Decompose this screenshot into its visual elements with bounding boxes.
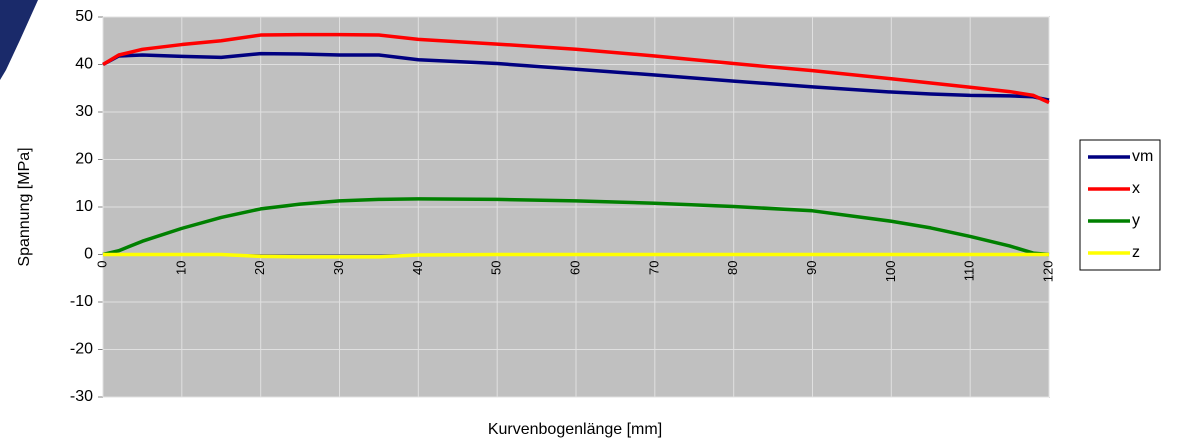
x-tick-label: 10 <box>173 261 188 275</box>
x-tick-label: 120 <box>1040 261 1055 283</box>
x-tick-label: 30 <box>331 261 346 275</box>
x-tick-label: 70 <box>646 261 661 275</box>
x-tick-label: 20 <box>252 261 267 275</box>
x-tick-label: 110 <box>962 261 977 282</box>
y-tick-label: -10 <box>70 293 93 310</box>
y-tick-label: 10 <box>75 198 93 215</box>
legend-label: x <box>1132 180 1140 197</box>
legend-label: vm <box>1132 148 1153 165</box>
page: Kurvenbogenlänge [mm] Spannung [MPa] -30… <box>0 0 1184 443</box>
decoration <box>0 0 38 80</box>
y-tick-label: 40 <box>75 56 93 73</box>
x-tick-label: 100 <box>883 261 898 283</box>
y-tick-label: 50 <box>75 8 93 25</box>
y-tick-label: 0 <box>84 246 93 263</box>
y-tick-label: 30 <box>75 103 93 120</box>
legend-label: y <box>1132 212 1140 229</box>
legend-label: z <box>1132 244 1140 261</box>
x-tick-label: 40 <box>410 261 425 275</box>
x-tick-label: 50 <box>489 261 504 275</box>
x-tick-label: 90 <box>804 261 819 275</box>
y-axis-title: Spannung [MPa] <box>16 147 33 266</box>
x-axis-title: Kurvenbogenlänge [mm] <box>488 421 662 438</box>
x-tick-label: 80 <box>725 261 740 275</box>
x-tick-label: 0 <box>94 261 109 268</box>
y-tick-label: -30 <box>70 388 93 405</box>
chart: Kurvenbogenlänge [mm] Spannung [MPa] -30… <box>0 0 1184 443</box>
x-tick-label: 60 <box>567 261 582 275</box>
y-tick-label: -20 <box>70 341 93 358</box>
y-tick-label: 20 <box>75 151 93 168</box>
